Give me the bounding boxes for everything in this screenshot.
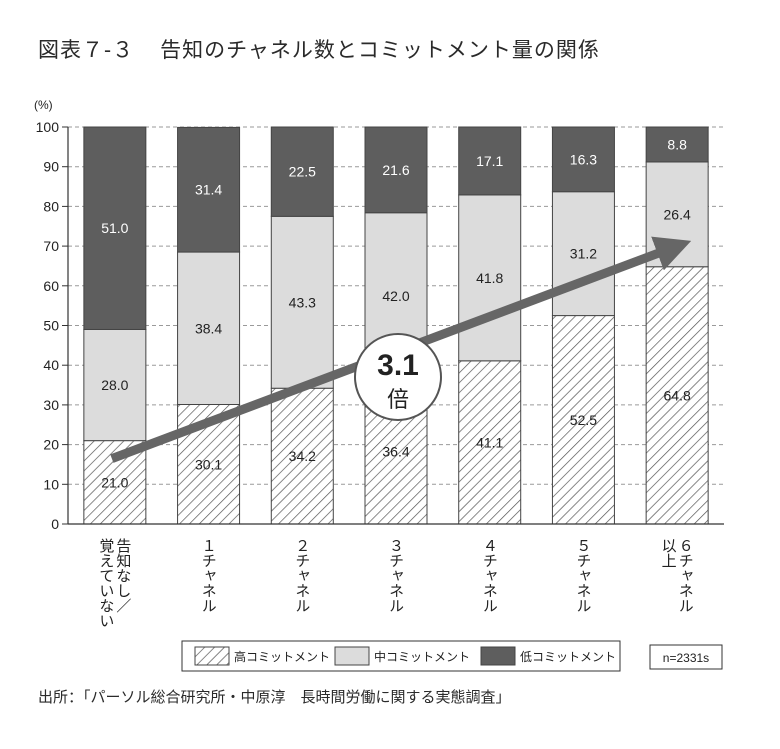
data-label: 31.2 — [570, 246, 597, 262]
chart-title: 図表７-３ 告知のチャネル数とコミットメント量の関係 — [38, 34, 600, 64]
data-label: 8.8 — [667, 136, 687, 152]
data-label: 31.4 — [195, 182, 222, 198]
y-unit-label: (%) — [34, 98, 53, 112]
bar-segment — [551, 191, 615, 317]
data-label: 38.4 — [195, 320, 222, 336]
category-label: ２チャネル — [293, 538, 311, 613]
annotation-circle — [354, 333, 442, 421]
legend-label: 中コミットメント — [374, 649, 470, 664]
data-label: 28.0 — [101, 377, 128, 393]
annotation-value: 3.1 — [377, 349, 419, 382]
sample-size-label: n=2331s — [663, 651, 709, 665]
y-tick-label: 70 — [43, 238, 59, 254]
figure-title: 告知のチャネル数とコミットメント量の関係 — [160, 38, 600, 62]
y-tick-label: 80 — [43, 198, 59, 214]
data-label: 30.1 — [195, 456, 222, 472]
y-tick-label: 40 — [43, 357, 59, 373]
y-tick-label: 100 — [36, 119, 60, 135]
legend-swatch — [334, 646, 370, 666]
bar-segment — [645, 126, 709, 163]
bar-segment — [645, 266, 709, 525]
bar-segment — [364, 126, 428, 214]
data-label: 36.4 — [382, 444, 409, 460]
y-tick-label: 0 — [51, 516, 59, 532]
sample-size-box — [649, 644, 723, 670]
source-note: 出所：「パーソル総合研究所・中原淳 長時間労働に関する実態調査」 — [38, 688, 511, 706]
y-tick-label: 10 — [43, 476, 59, 492]
bar-segment — [458, 360, 522, 525]
bar-segment — [458, 194, 522, 362]
y-tick-label: 90 — [43, 159, 59, 175]
bar-segment — [83, 126, 147, 330]
bar-segment — [551, 126, 615, 193]
annotation-unit: 倍 — [387, 388, 409, 413]
legend-swatch — [480, 646, 516, 666]
bar-segment — [177, 126, 241, 253]
data-label: 64.8 — [664, 387, 691, 403]
data-label: 52.5 — [570, 412, 597, 428]
category-label: ４チャネル — [481, 538, 499, 613]
y-tick-label: 20 — [43, 437, 59, 453]
data-label: 21.6 — [382, 162, 409, 178]
y-tick-label: 30 — [43, 397, 59, 413]
legend-swatch — [194, 646, 230, 666]
y-tick-label: 60 — [43, 278, 59, 294]
legend-label: 高コミットメント — [234, 649, 330, 664]
category-label: 以上 — [660, 538, 678, 568]
figure-number: 図表７-３ — [38, 38, 135, 62]
data-label: 34.2 — [289, 448, 316, 464]
data-label: 43.3 — [289, 294, 316, 310]
category-label: ５チャネル — [574, 538, 592, 613]
data-label: 26.4 — [664, 206, 691, 222]
data-label: 41.1 — [476, 434, 503, 450]
bar-segment — [551, 315, 615, 525]
data-label: 16.3 — [570, 151, 597, 167]
y-tick-label: 50 — [43, 318, 59, 334]
data-label: 21.0 — [101, 474, 128, 490]
data-label: 51.0 — [101, 220, 128, 236]
data-label: 42.0 — [382, 288, 409, 304]
category-label: 覚えていない — [97, 538, 115, 628]
category-label: ３チャネル — [387, 538, 405, 613]
bar-segment — [270, 387, 334, 525]
legend-box — [181, 640, 621, 672]
data-label: 22.5 — [289, 164, 316, 180]
category-label: １チャネル — [200, 538, 218, 613]
bar-segment — [458, 126, 522, 196]
bar-segment — [270, 215, 334, 389]
category-label: ６チャネル — [677, 538, 695, 613]
data-label: 41.8 — [476, 270, 503, 286]
category-label: 告知なし／ — [114, 538, 132, 613]
data-label: 17.1 — [476, 153, 503, 169]
bar-segment — [270, 126, 334, 217]
legend-label: 低コミットメント — [520, 650, 616, 664]
